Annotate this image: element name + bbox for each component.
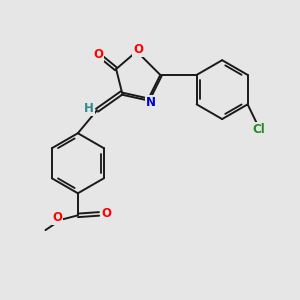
Text: Cl: Cl bbox=[253, 123, 265, 136]
Text: O: O bbox=[94, 48, 103, 61]
Text: N: N bbox=[146, 95, 156, 109]
Text: O: O bbox=[133, 44, 143, 56]
Text: H: H bbox=[84, 102, 94, 115]
Text: O: O bbox=[101, 207, 111, 220]
Text: O: O bbox=[52, 211, 62, 224]
